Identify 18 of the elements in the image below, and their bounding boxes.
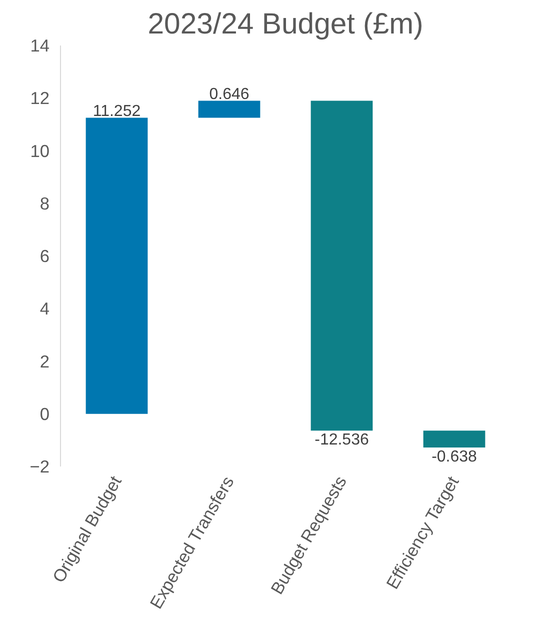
data-label: -12.536 bbox=[314, 432, 369, 449]
y-tick-label: 2 bbox=[40, 351, 50, 372]
chart-title: 2023/24 Budget (£m) bbox=[148, 8, 424, 40]
y-tick-label: 12 bbox=[30, 88, 50, 108]
data-label: 11.252 bbox=[92, 102, 141, 120]
bar bbox=[198, 100, 260, 118]
bar bbox=[310, 100, 373, 431]
y-tick-label: 14 bbox=[30, 36, 50, 56]
y-tick-label: 10 bbox=[30, 140, 50, 161]
data-label: -0.638 bbox=[432, 448, 478, 466]
y-tick-label: 6 bbox=[40, 246, 50, 266]
bar bbox=[86, 118, 148, 414]
y-tick-label: 8 bbox=[40, 193, 50, 214]
y-tick-label: 4 bbox=[40, 298, 50, 319]
data-label: 0.646 bbox=[209, 86, 250, 103]
y-tick-label: 0 bbox=[40, 404, 50, 424]
y-tick-label: −2 bbox=[30, 456, 50, 476]
bar bbox=[423, 430, 486, 448]
